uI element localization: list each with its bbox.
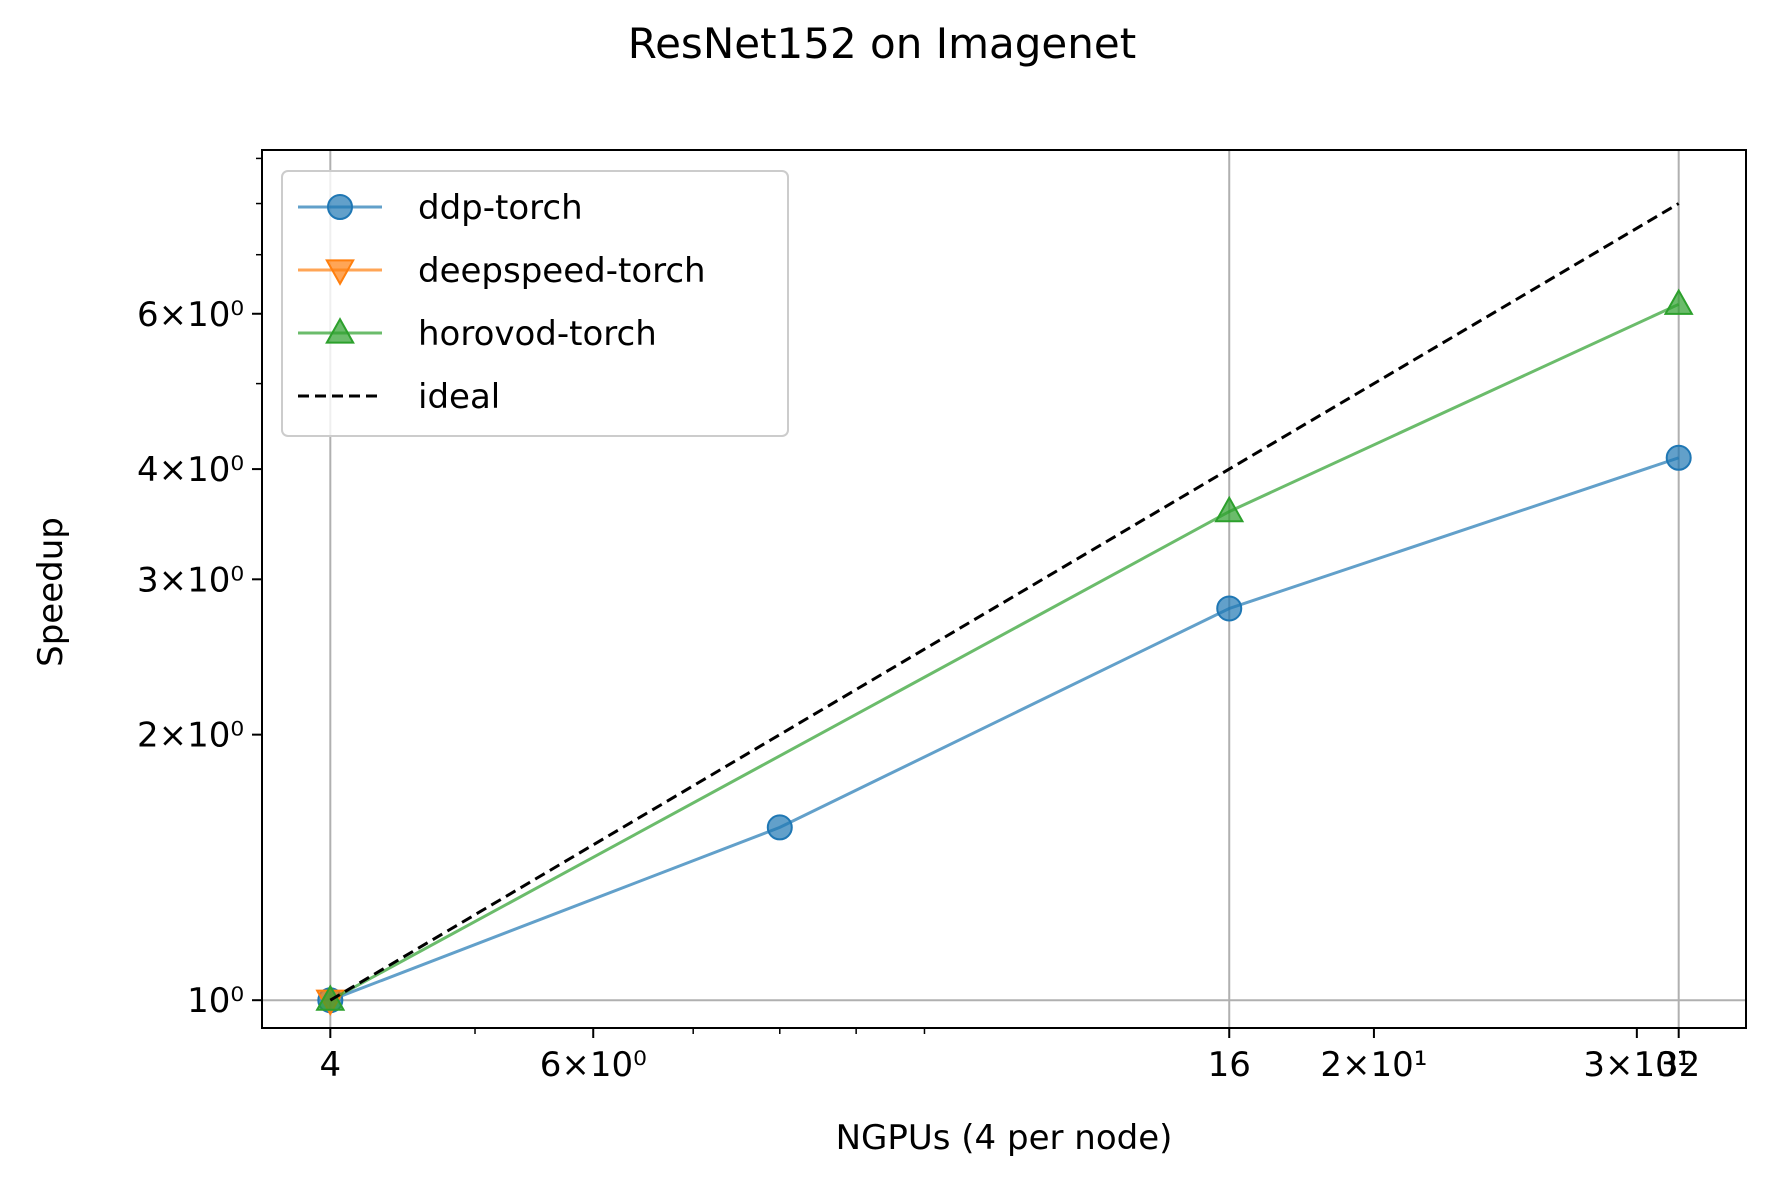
x-tick-label: 2×10¹ — [1320, 1045, 1427, 1085]
plot-frame — [261, 149, 1747, 1029]
legend-label-ideal: ideal — [418, 377, 500, 417]
x-tick-label: 4 — [319, 1045, 341, 1085]
series-line-ddp-torch — [329, 456, 1680, 1002]
x-tick-label: 3×10¹ — [1583, 1045, 1690, 1085]
data-point-ddp-torch — [1665, 444, 1692, 471]
legend-marker-ddp-torch — [327, 194, 353, 220]
y-axis-label: Speedup — [31, 517, 71, 667]
chart-title: ResNet152 on Imagenet — [628, 19, 1136, 68]
x-tick-label: 6×10⁰ — [540, 1045, 647, 1085]
data-point-ddp-torch — [1216, 595, 1243, 622]
y-tick-label: 4×10⁰ — [137, 450, 244, 490]
data-point-ddp-torch — [766, 814, 793, 841]
legend-marker-deepspeed-torch — [325, 259, 355, 286]
legend-label-horovod-torch: horovod-torch — [418, 314, 657, 354]
data-point-horovod-torch — [1663, 288, 1694, 315]
y-tick-label: 10⁰ — [187, 981, 244, 1021]
x-tick-label: 16 — [1208, 1045, 1251, 1085]
series-line-ideal — [329, 202, 1680, 1002]
legend-marker-horovod-torch — [325, 317, 355, 344]
y-tick-label: 6×10⁰ — [137, 295, 244, 335]
series-layer — [315, 202, 1694, 1017]
legend-items: ddp-torch deepspeed-torch horovod-torch ide… — [298, 188, 706, 417]
legend: ddp-torch deepspeed-torch horovod-torch ide… — [281, 170, 789, 437]
y-tick-label: 3×10⁰ — [137, 560, 244, 600]
x-tick-label: 32 — [1657, 1045, 1700, 1085]
data-point-horovod-torch — [1214, 495, 1245, 523]
legend-label-deepspeed-torch: deepspeed-torch — [418, 251, 706, 291]
y-tick-label: 2×10⁰ — [137, 716, 244, 756]
legend-label-ddp-torch: ddp-torch — [418, 188, 583, 228]
legend-box — [281, 170, 789, 437]
data-point-horovod-torch — [315, 984, 346, 1011]
x-axis-label: NGPUs (4 per node) — [836, 1118, 1173, 1158]
